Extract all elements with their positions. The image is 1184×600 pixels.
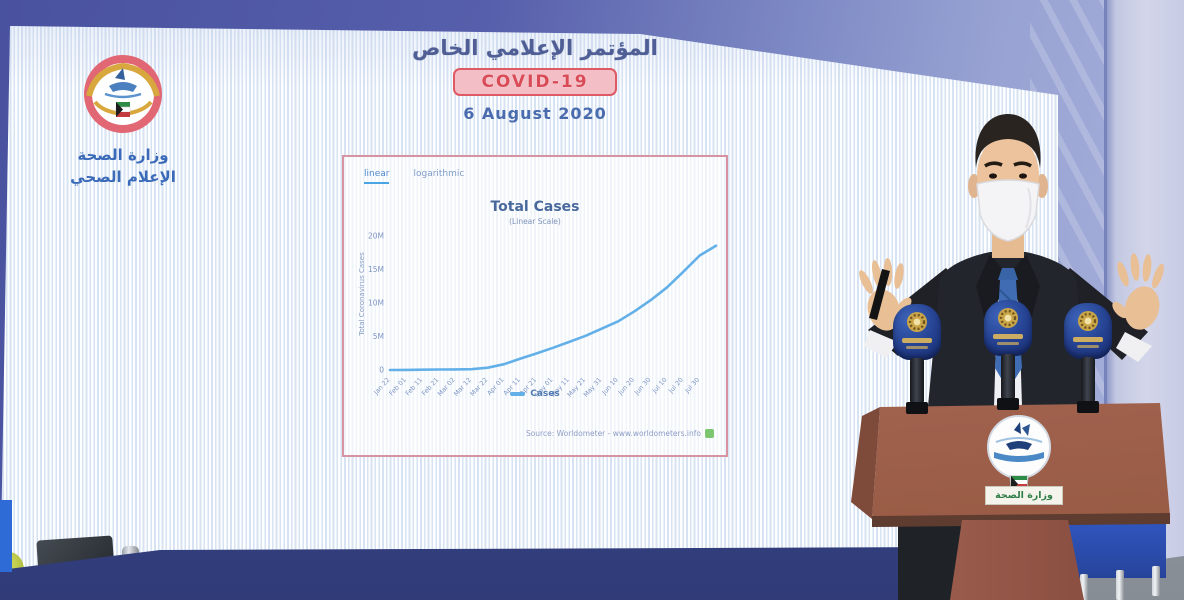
blue-edge-strip [0, 500, 12, 572]
tie-knot [998, 268, 1018, 280]
conference-date: 6 August 2020 [463, 104, 607, 123]
broadcaster-logo-icon [1078, 311, 1098, 331]
microphone-left [893, 304, 943, 416]
tab-logarithmic[interactable]: logarithmic [413, 169, 465, 179]
wall-seam [1104, 0, 1107, 470]
mic-label-text [1077, 345, 1099, 348]
chart-legend: Cases [344, 389, 726, 399]
conference-title: المؤتمر الإعلامي الخاص [412, 36, 658, 60]
covid-badge: COVID-19 [453, 68, 617, 96]
podium-underside-shadow [898, 514, 960, 600]
right-cuff [1116, 332, 1152, 362]
microphone-center [984, 300, 1034, 412]
blue-cabinet [1062, 518, 1166, 578]
moh-dept-text: الإعلام الصحي [70, 168, 176, 186]
total-cases-chart: linear logarithmic Total Cases (Linear S… [342, 155, 728, 457]
mic-label-text [997, 342, 1019, 345]
mic-label-text [906, 346, 928, 349]
right-hand [1112, 253, 1164, 330]
svg-text:5M: 5M [373, 332, 384, 341]
legend-label: Cases [530, 389, 560, 399]
podium-kuwait-emblem-icon [987, 415, 1051, 494]
svg-text:10M: 10M [368, 298, 384, 307]
svg-text:0: 0 [379, 366, 384, 375]
broadcaster-logo-icon [907, 312, 927, 332]
microphone-right [1064, 303, 1114, 415]
tab-linear[interactable]: linear [364, 169, 390, 184]
podium-name-plate: وزارة الصحة [985, 486, 1063, 505]
cabinet-leg [1116, 570, 1124, 600]
left-eye [989, 173, 997, 179]
legend-line-marker [510, 392, 526, 396]
hair [975, 114, 1041, 168]
moh-emblem-icon [84, 55, 162, 133]
right-ear [1036, 174, 1048, 198]
broadcaster-logo-icon [998, 308, 1018, 328]
screen-header: المؤتمر الإعلامي الخاص COVID-19 6 August… [300, 36, 770, 123]
mic-label-text [902, 338, 932, 343]
left-cuff [864, 330, 898, 358]
mic-clamp [997, 398, 1019, 410]
chart-title: Total Cases [490, 199, 580, 215]
svg-text:15M: 15M [368, 265, 384, 274]
moh-name-text: وزارة الصحة [77, 146, 169, 164]
podium-plate-text: وزارة الصحة [995, 490, 1053, 501]
mic-body [1081, 357, 1095, 403]
cabinet-leg [1080, 574, 1088, 600]
face-mask [976, 179, 1040, 242]
right-eyebrow [1013, 161, 1032, 168]
mic-clamp [906, 402, 928, 414]
worldometer-icon [705, 429, 714, 438]
ministry-of-health-logo: وزارة الصحة الإعلام الصحي [38, 52, 208, 186]
source-text: Source: Worldometer - www.worldometers.i… [525, 429, 701, 438]
cabinet-leg [1152, 566, 1160, 596]
right-eye [1019, 173, 1027, 179]
mic-label-text [993, 334, 1023, 339]
pen [869, 269, 890, 320]
chart-source: Source: Worldometer - www.worldometers.i… [526, 429, 714, 438]
mask-fold [1025, 187, 1032, 229]
mic-clamp [1077, 401, 1099, 413]
left-ear [968, 174, 980, 198]
scale-tabs: linear logarithmic [364, 169, 464, 184]
mic-body [910, 358, 924, 404]
mic-body [1001, 354, 1015, 400]
chart-subtitle: (Linear Scale) [509, 217, 561, 226]
svg-text:20M: 20M [368, 231, 384, 240]
mic-label-text [1073, 337, 1103, 342]
left-eyebrow [984, 161, 1003, 168]
